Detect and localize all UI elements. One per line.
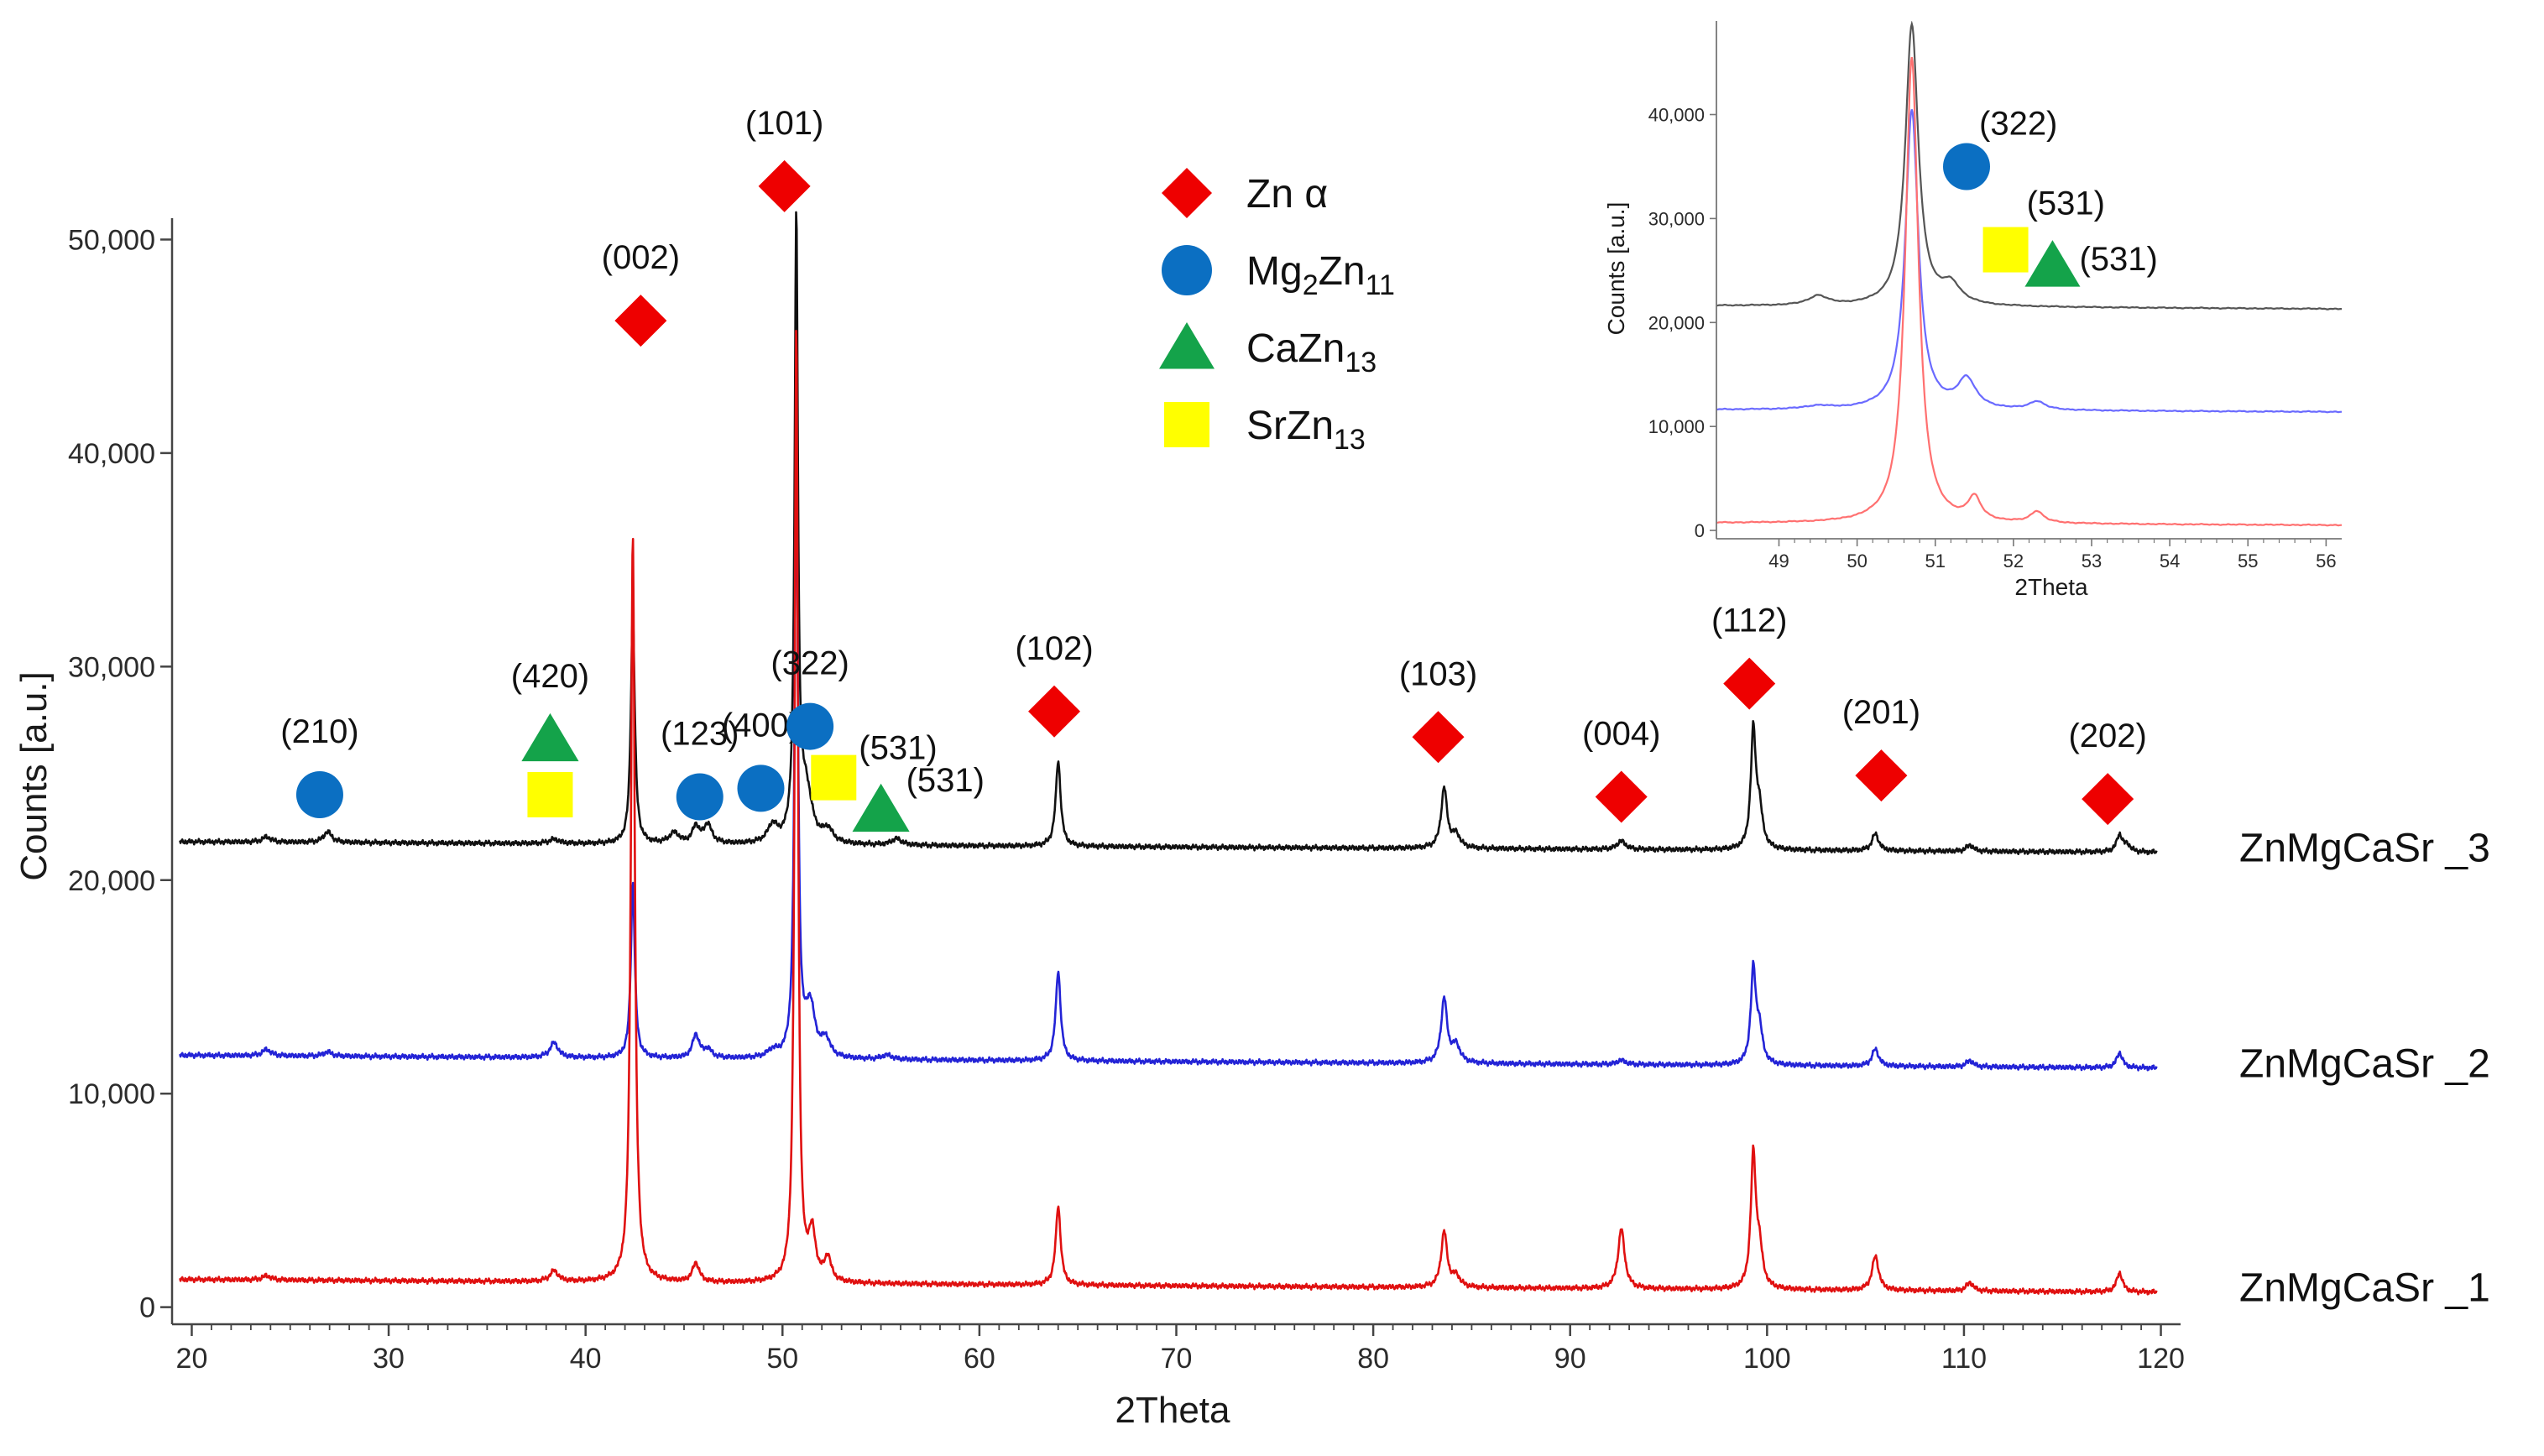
diamond-marker-icon	[1028, 685, 1081, 738]
series-label-1: ZnMgCaSr _3	[2239, 827, 2490, 871]
y-tick-label: 40,000	[68, 438, 155, 470]
legend-triangle-icon	[1159, 322, 1215, 369]
inset-x-tick-label: 50	[1847, 551, 1867, 571]
y-tick-label: 0	[139, 1292, 155, 1324]
circle-marker-icon	[737, 765, 785, 812]
peak-annotation-label: (004)	[1582, 716, 1660, 753]
peak-annotation-label: (123)	[661, 716, 739, 753]
inset-triangle-marker-icon	[2024, 240, 2081, 287]
x-tick-label: 80	[1357, 1343, 1389, 1375]
x-tick-label: 90	[1554, 1343, 1586, 1375]
diamond-marker-icon	[1595, 770, 1648, 823]
diamond-marker-icon	[1412, 711, 1465, 764]
peak-annotation-label: (531)	[859, 730, 937, 767]
inset-x-tick-label: 53	[2082, 551, 2102, 571]
inset-x-axis-label: 2Theta	[2014, 574, 2088, 600]
inset-series-line-1	[1716, 21, 2342, 311]
inset-series-line-2	[1716, 109, 2342, 414]
diamond-marker-icon	[614, 295, 667, 347]
inset-peak-annotation-label: (531)	[2079, 241, 2157, 278]
diamond-marker-icon	[758, 159, 811, 212]
x-axis-label: 2Theta	[1115, 1390, 1231, 1431]
inset-circle-marker-icon	[1943, 143, 1990, 190]
y-tick-label: 10,000	[68, 1078, 155, 1110]
x-tick-label: 50	[766, 1343, 798, 1375]
peak-annotation-label: (112)	[1711, 603, 1787, 639]
peak-annotation-label: (202)	[2068, 718, 2146, 754]
inset-chart: 49 50 51 52 53 54 55 56 0 10,000 20,000 30,000 40,00…	[1648, 21, 2342, 571]
peak-annotation-label: (420)	[511, 658, 589, 695]
square-marker-icon	[811, 754, 857, 801]
peak-annotation-label: (201)	[1842, 694, 1920, 731]
peak-annotation-label: (210)	[280, 713, 358, 750]
x-tick-label: 60	[964, 1343, 995, 1375]
legend-entry-label: SrZn13	[1246, 404, 1366, 456]
inset-square-marker-icon	[1982, 227, 2029, 273]
y-tick-label: 30,000	[68, 651, 155, 683]
legend-entry-label: CaZn13	[1246, 326, 1376, 378]
series-line-3	[179, 330, 2158, 1296]
series-label-2: ZnMgCaSr _2	[2239, 1042, 2490, 1087]
x-tick-label: 70	[1161, 1343, 1193, 1375]
inset-x-tick-label: 54	[2160, 551, 2180, 571]
x-tick-label: 120	[2137, 1343, 2185, 1375]
inset-x-tick-label: 55	[2238, 551, 2258, 571]
peak-annotation-label: (002)	[602, 239, 680, 276]
main-plot-area: ZnMgCaSr _3 ZnMgCaSr _2 ZnMgCaSr _1	[179, 211, 2490, 1311]
inset-x-tick-label: 52	[2003, 551, 2024, 571]
inset-x-tick-label: 49	[1768, 551, 1789, 571]
phase-annotations: (210)(420)(002)(123)(400)(101)(322)(531)…	[280, 105, 2147, 832]
series-label-3: ZnMgCaSr _1	[2239, 1266, 2490, 1311]
inset-plot-area	[1716, 21, 2342, 527]
triangle-marker-icon	[852, 783, 910, 832]
inset-y-tick-label: 40,000	[1648, 105, 1705, 126]
circle-marker-icon	[676, 773, 723, 821]
inset-y-tick-label: 10,000	[1648, 416, 1705, 437]
x-tick-label: 20	[176, 1343, 208, 1375]
triangle-marker-icon	[521, 712, 579, 762]
x-tick-label: 100	[1743, 1343, 1791, 1375]
y-axis-label: Counts [a.u.]	[13, 671, 55, 880]
x-tick-label: 30	[373, 1343, 405, 1375]
peak-annotation-label: (103)	[1399, 655, 1477, 692]
legend-diamond-icon	[1162, 168, 1212, 218]
circle-marker-icon	[295, 770, 343, 818]
inset-y-axis-label: Counts [a.u.]	[1603, 202, 1629, 336]
diamond-marker-icon	[1855, 749, 1908, 802]
series-line-1	[179, 211, 2158, 856]
diamond-marker-icon	[2082, 773, 2134, 826]
inset-peak-annotation-label: (322)	[1979, 105, 2057, 142]
square-marker-icon	[527, 771, 573, 817]
main-axes: 20 30 40 50 60 70 80 90 100 110 120 0 10,000 20,000 30…	[68, 218, 2185, 1375]
y-tick-label: 50,000	[68, 224, 155, 256]
inset-series-line-3	[1716, 57, 2342, 527]
series-line-2	[179, 439, 2158, 1072]
inset-x-tick-label: 56	[2316, 551, 2336, 571]
peak-annotation-label: (531)	[906, 762, 985, 799]
peak-annotation-label: (101)	[745, 105, 823, 142]
legend-entry-label: Mg2Zn11	[1246, 249, 1395, 301]
x-tick-label: 40	[570, 1343, 602, 1375]
peak-annotation-label: (102)	[1015, 630, 1093, 667]
legend-circle-icon	[1162, 245, 1212, 295]
diamond-marker-icon	[1723, 657, 1776, 710]
circle-marker-icon	[786, 702, 834, 750]
legend-square-icon	[1164, 402, 1209, 447]
inset-x-tick-label: 51	[1925, 551, 1946, 571]
x-tick-label: 110	[1941, 1343, 1987, 1375]
y-tick-label: 20,000	[68, 865, 155, 897]
legend: Zn α Mg2Zn11 CaZn13 SrZn13	[1159, 168, 1395, 456]
inset-y-tick-label: 0	[1695, 520, 1705, 541]
legend-entry-label: Zn α	[1246, 172, 1328, 217]
inset-y-tick-label: 30,000	[1648, 208, 1705, 229]
inset-y-tick-label: 20,000	[1648, 312, 1705, 333]
inset-peak-annotation-label: (531)	[2027, 185, 2105, 222]
peak-annotation-label: (322)	[771, 645, 849, 682]
